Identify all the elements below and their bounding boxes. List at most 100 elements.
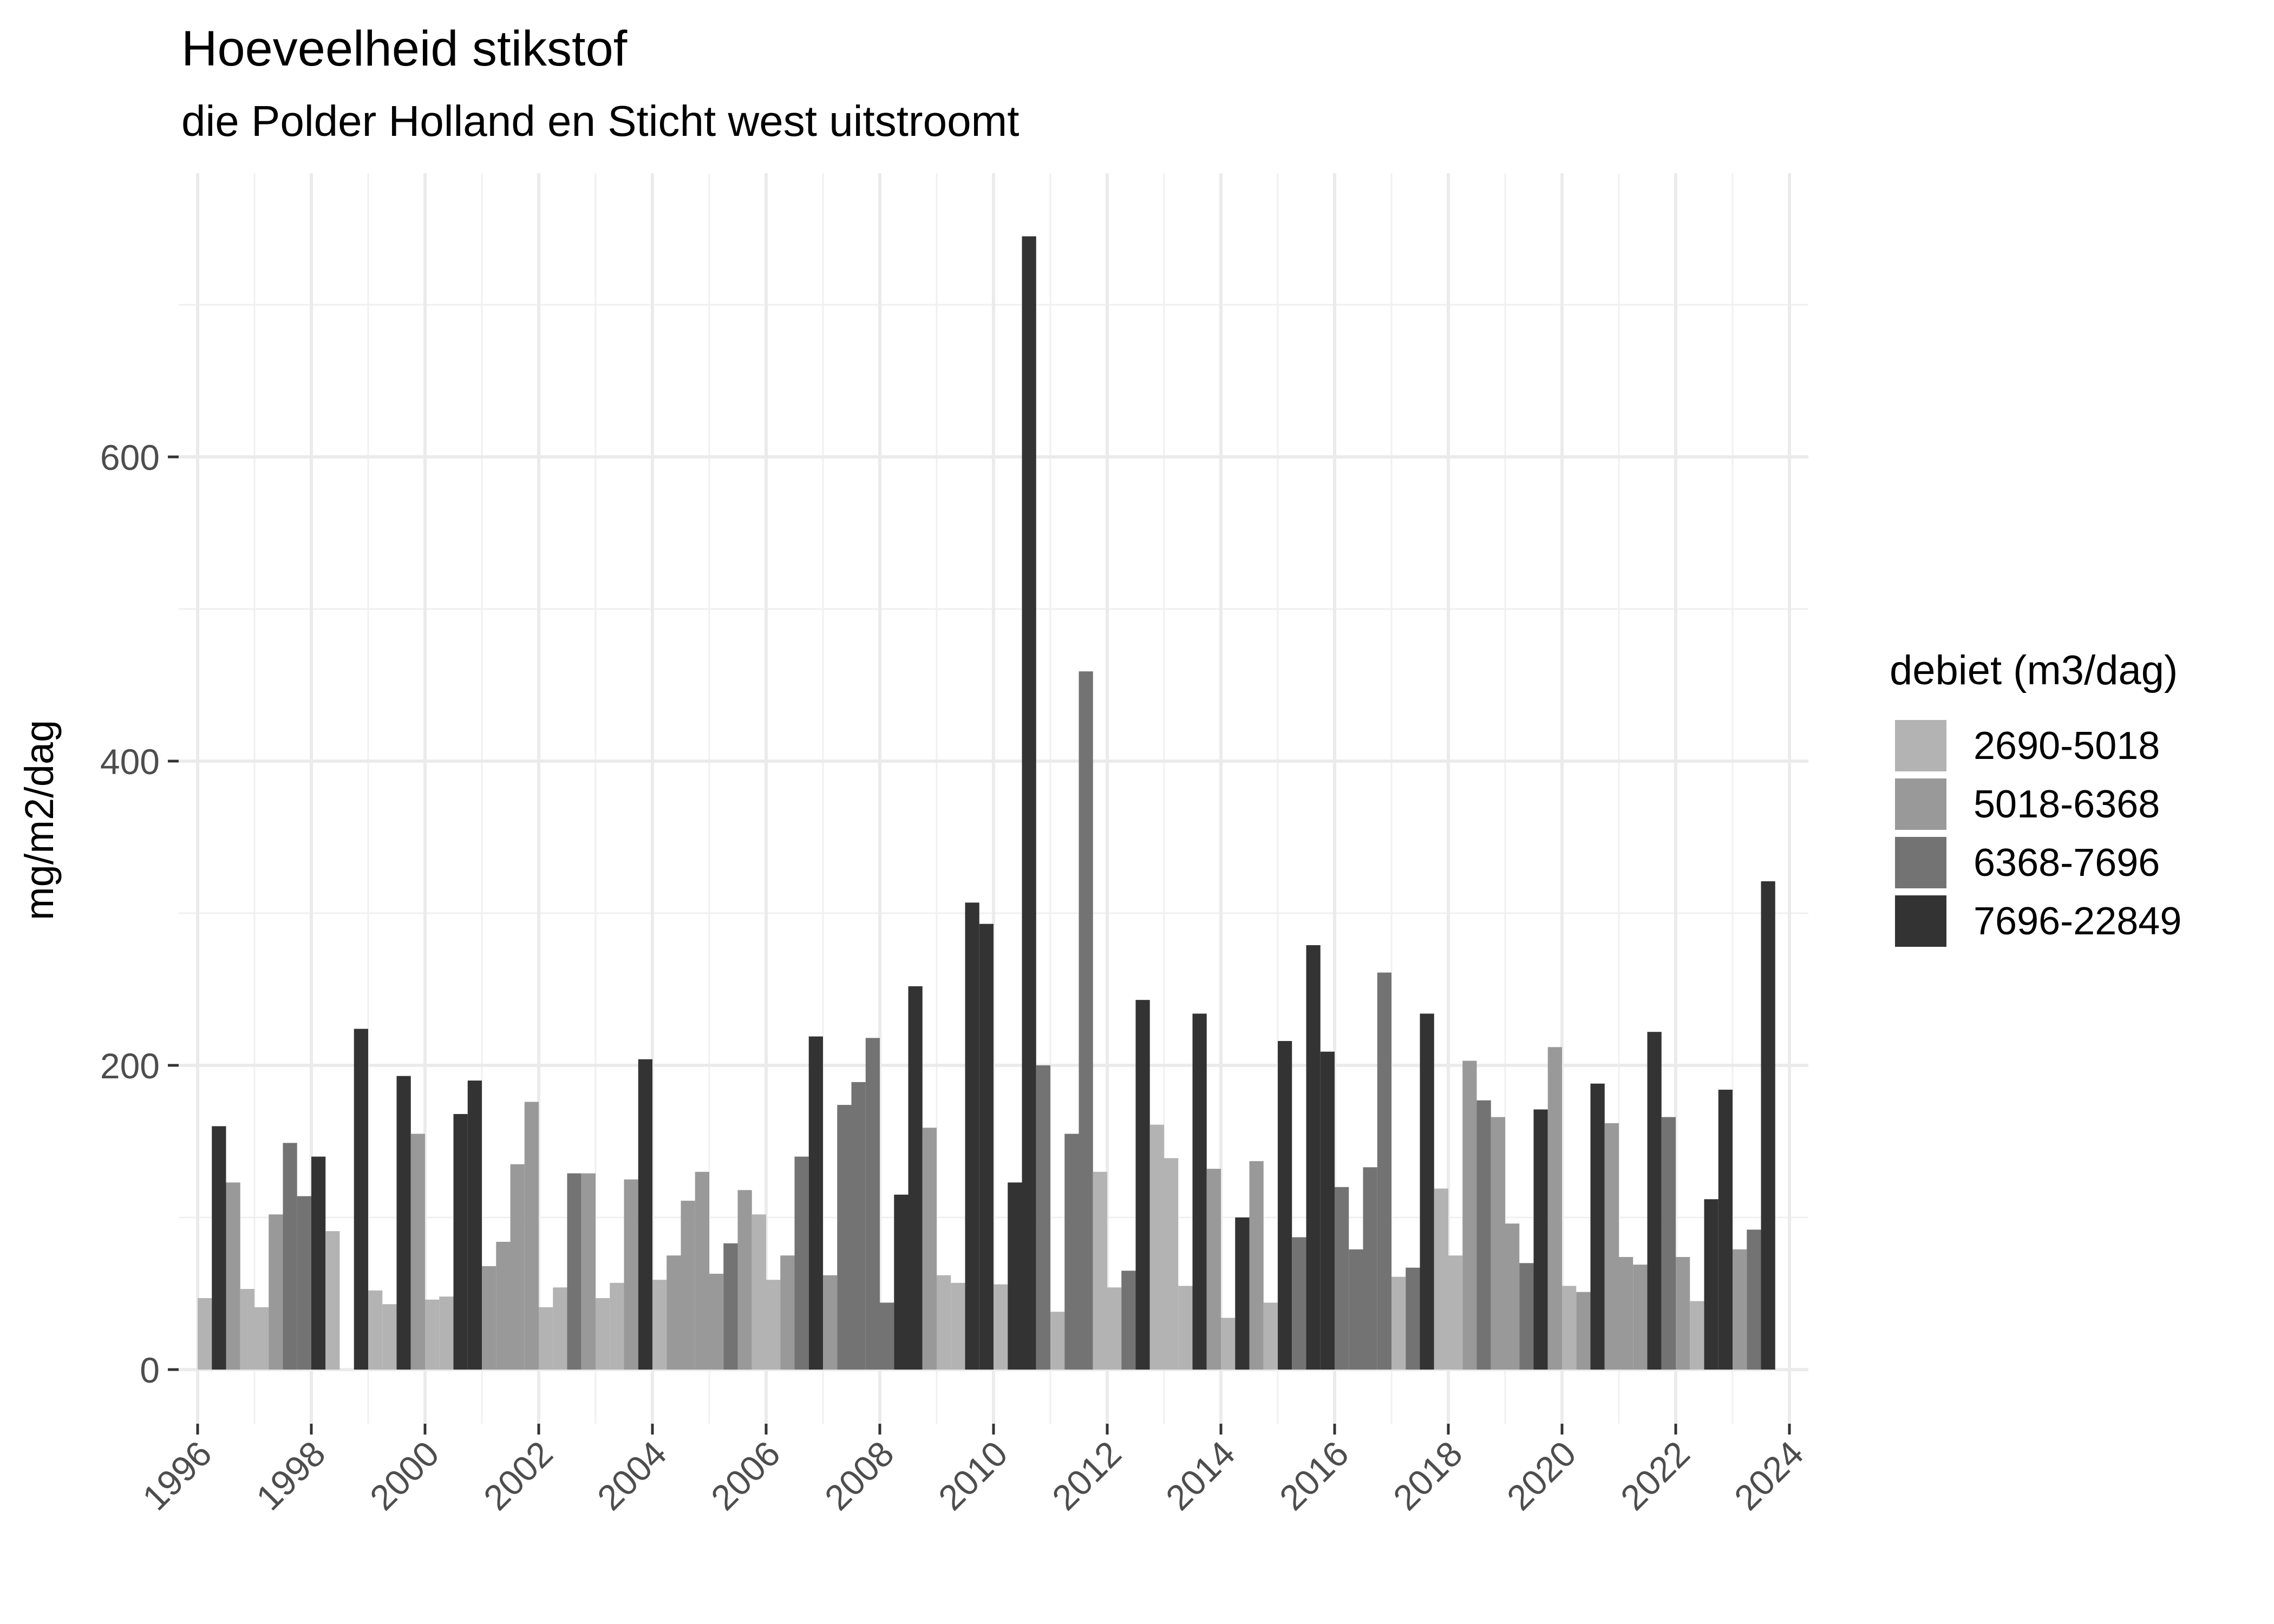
bar xyxy=(1633,1265,1648,1370)
bar xyxy=(410,1134,425,1370)
bar xyxy=(1604,1123,1619,1370)
bar xyxy=(851,1082,866,1370)
bar xyxy=(510,1164,525,1370)
bar xyxy=(1747,1229,1761,1370)
chart-subtitle: die Polder Holland en Sticht west uitstr… xyxy=(181,97,1020,145)
bar xyxy=(638,1059,652,1370)
bar xyxy=(382,1304,397,1370)
legend-item: 6368-7696 xyxy=(1895,837,2160,888)
bar xyxy=(808,1036,823,1370)
bar xyxy=(553,1287,567,1370)
bar xyxy=(1676,1257,1690,1370)
x-tick-label: 2006 xyxy=(703,1433,788,1518)
bar xyxy=(1533,1109,1548,1370)
legend-label: 7696-22849 xyxy=(1974,899,2182,943)
legend-swatch xyxy=(1895,895,1946,947)
bar xyxy=(1718,1089,1733,1370)
y-tick-label: 0 xyxy=(140,1350,160,1390)
bar xyxy=(1149,1124,1164,1370)
legend-label: 6368-7696 xyxy=(1974,841,2160,885)
legend-swatch xyxy=(1895,837,1946,888)
bar xyxy=(1008,1182,1022,1370)
bar xyxy=(1221,1318,1236,1370)
bar xyxy=(1391,1276,1406,1370)
bar xyxy=(1306,945,1321,1370)
bar xyxy=(198,1298,212,1370)
x-tick-label: 1996 xyxy=(135,1433,219,1518)
bar xyxy=(794,1156,809,1370)
bar xyxy=(1263,1302,1278,1370)
legend-item: 5018-6368 xyxy=(1895,778,2160,830)
bar xyxy=(737,1190,752,1370)
bar xyxy=(979,924,994,1370)
x-tick-label: 1998 xyxy=(249,1433,333,1518)
bar xyxy=(1547,1047,1562,1370)
x-tick-label: 2016 xyxy=(1272,1433,1356,1518)
bar xyxy=(1292,1237,1306,1370)
bar xyxy=(297,1196,311,1370)
x-tick-label: 2020 xyxy=(1499,1433,1584,1518)
bar xyxy=(1761,881,1775,1370)
x-tick-label: 2022 xyxy=(1613,1433,1697,1518)
bar xyxy=(453,1114,468,1370)
legend-label: 2690-5018 xyxy=(1974,724,2160,768)
bar xyxy=(1420,1013,1434,1370)
bar xyxy=(581,1173,596,1370)
bar xyxy=(1704,1199,1718,1370)
bar xyxy=(965,902,979,1370)
bar xyxy=(610,1282,624,1370)
bar xyxy=(269,1214,283,1370)
bar xyxy=(1278,1041,1292,1370)
bar xyxy=(539,1307,553,1370)
bar xyxy=(1164,1158,1179,1370)
bar xyxy=(1249,1161,1264,1370)
bar xyxy=(1590,1083,1605,1370)
bar xyxy=(283,1143,297,1370)
bar xyxy=(1363,1167,1377,1370)
bar xyxy=(894,1194,909,1370)
bar xyxy=(467,1081,482,1370)
x-tick-label: 2010 xyxy=(931,1433,1015,1518)
legend-swatch xyxy=(1895,778,1946,830)
bar xyxy=(837,1105,852,1370)
y-tick-label: 600 xyxy=(100,437,160,477)
chart-title: Hoeveelheid stikstof xyxy=(181,21,628,76)
bar xyxy=(681,1201,695,1370)
x-tick-label: 2004 xyxy=(590,1433,674,1518)
bar xyxy=(1036,1065,1050,1370)
bar xyxy=(951,1282,965,1370)
bar xyxy=(1135,1000,1150,1370)
bar xyxy=(240,1289,254,1370)
bar xyxy=(1235,1217,1250,1370)
legend-swatch xyxy=(1895,720,1946,771)
x-tick-label: 2012 xyxy=(1044,1433,1129,1518)
bar xyxy=(596,1298,610,1370)
bar xyxy=(1064,1134,1079,1370)
bar xyxy=(254,1307,269,1370)
bar xyxy=(1206,1169,1221,1370)
bar xyxy=(226,1182,240,1370)
bar xyxy=(1448,1255,1463,1370)
bar xyxy=(937,1275,951,1370)
x-tick-label: 2014 xyxy=(1158,1433,1243,1518)
bar xyxy=(1647,1032,1662,1370)
bar xyxy=(766,1280,781,1370)
bar xyxy=(880,1302,894,1370)
bar xyxy=(652,1280,667,1370)
bar xyxy=(1050,1312,1065,1370)
bar xyxy=(325,1231,340,1370)
bar xyxy=(368,1290,383,1370)
bar xyxy=(1619,1257,1633,1370)
bar xyxy=(1377,972,1391,1370)
bar xyxy=(1491,1117,1505,1370)
bar xyxy=(1562,1286,1577,1370)
bar xyxy=(1661,1117,1676,1370)
bar xyxy=(1178,1286,1193,1370)
legend-label: 5018-6368 xyxy=(1974,782,2160,826)
bar xyxy=(823,1275,838,1370)
bar xyxy=(666,1255,681,1370)
bar xyxy=(1192,1013,1207,1370)
bar xyxy=(709,1273,724,1370)
x-tick-label: 2018 xyxy=(1386,1433,1470,1518)
bar xyxy=(1121,1271,1136,1370)
